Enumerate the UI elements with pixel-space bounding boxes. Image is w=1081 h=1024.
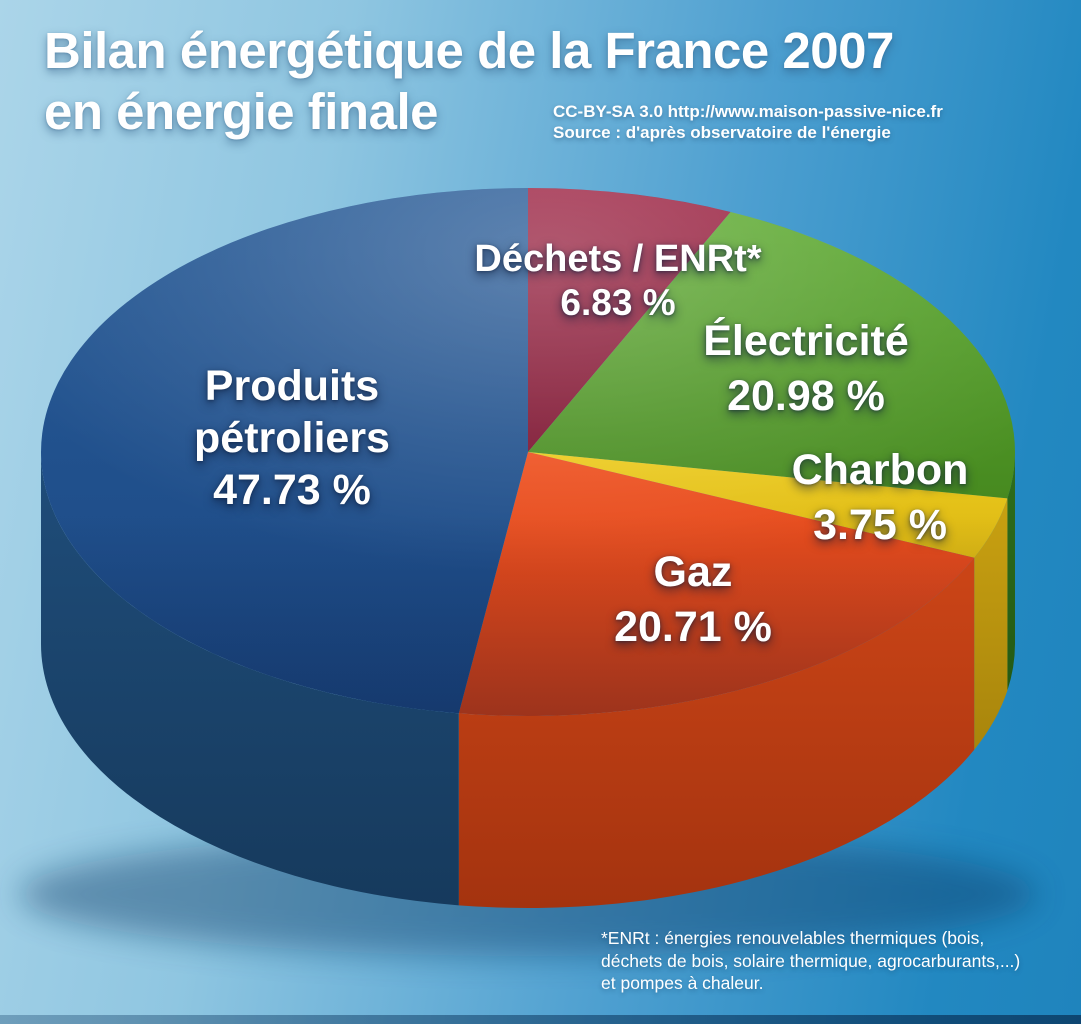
slice-value-gaz: 20.71 % — [614, 603, 772, 651]
slice-value-electricite: 20.98 % — [727, 372, 885, 420]
bottom-strip — [0, 1015, 1081, 1024]
pie-wall-2 — [974, 498, 1008, 750]
slice-label-electricite: Électricité 20.98 % — [703, 314, 909, 424]
slice-name-dechets-enrt: Déchets / ENRt* — [474, 238, 762, 280]
footnote-line-3: et pompes à chaleur. — [601, 973, 764, 993]
slice-value-produits-petroliers: 47.73 % — [213, 466, 371, 514]
slice-name-charbon: Charbon — [791, 446, 969, 494]
slice-label-charbon: Charbon 3.75 % — [792, 443, 969, 553]
footnote-line-2: déchets de bois, solaire thermique, agro… — [601, 950, 1021, 971]
slice-value-dechets-enrt: 6.83 % — [560, 282, 676, 323]
footnote-enrt-definition: *ENRt : énergies renouvelables thermique… — [601, 927, 1020, 995]
license-credit: CC-BY-SA 3.0 http://www.maison-passive-n… — [553, 102, 943, 121]
credit-block: CC-BY-SA 3.0 http://www.maison-passive-n… — [553, 101, 943, 143]
slice-name-gaz: Gaz — [653, 548, 733, 596]
slice-label-produits-petroliers: Produits pétroliers 47.73 % — [194, 360, 390, 516]
pie-wall-4 — [41, 452, 459, 906]
pie-top-rim-shade — [41, 188, 1015, 716]
title-line-1: Bilan énergétique de la France 2007 — [44, 22, 894, 79]
slice-value-charbon: 3.75 % — [813, 501, 947, 549]
page-title: Bilan énergétique de la France 2007 en é… — [44, 20, 894, 142]
slice-name-electricite: Électricité — [703, 317, 909, 365]
pie-wall-3 — [458, 557, 975, 908]
footnote-line-1: *ENRt : énergies renouvelables thermique… — [601, 928, 985, 948]
pie-wall-1 — [1007, 452, 1015, 691]
slice-name-produits-line2: pétroliers — [194, 414, 390, 462]
slice-name-produits-line1: Produits — [204, 362, 380, 410]
slice-label-gaz: Gaz 20.71 % — [614, 545, 772, 655]
source-credit: Source : d'après observatoire de l'énerg… — [553, 123, 891, 142]
slice-label-dechets-enrt: Déchets / ENRt* 6.83 % — [474, 237, 761, 325]
title-line-2: en énergie finale — [44, 83, 438, 140]
